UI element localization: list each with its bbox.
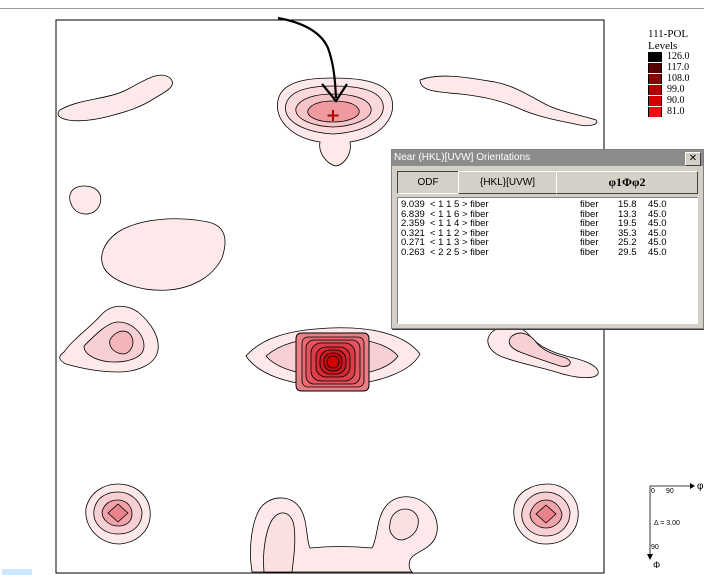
legend-swatch xyxy=(648,63,662,73)
corner-logo xyxy=(2,569,32,575)
cell-b: 45.0 xyxy=(648,227,667,239)
key-phi: Φ xyxy=(653,560,661,570)
cell-b: 45.0 xyxy=(648,199,667,210)
contour-inner-bottom-center xyxy=(263,512,296,573)
dialog-tabs: ODF {HKL}[UVW] φ1Φφ2 xyxy=(397,171,698,194)
legend-swatch xyxy=(648,85,662,95)
contour-peak-mid-right xyxy=(487,325,599,378)
cell-a: 35.3 xyxy=(618,227,637,239)
legend-level-value: 108.0 xyxy=(667,73,690,84)
cell-odf: 9.039 xyxy=(401,199,425,210)
legend-level-value: 126.0 xyxy=(667,51,690,62)
contour-blob-top-right xyxy=(419,75,598,127)
cell-a: 13.3 xyxy=(618,208,637,220)
contour-peak-center xyxy=(245,327,421,392)
near-orientations-dialog: Near (HKL)[UVW] Orientations ✕ ODF {HKL}… xyxy=(391,149,704,329)
contour-inner-bottom-center-right xyxy=(389,508,419,541)
key-delta: Δ = 3.00 xyxy=(654,520,680,527)
legend-swatch xyxy=(648,74,662,84)
cell-type: fiber xyxy=(580,208,599,220)
legend-title-line1: 111-POL xyxy=(648,28,689,40)
annotation-arrowhead xyxy=(321,83,348,103)
contour-peak-bottom-right xyxy=(513,483,579,545)
key-x90: 90 xyxy=(666,488,674,495)
legend-level-value: 117.0 xyxy=(667,62,690,73)
dialog-title: Near (HKL)[UVW] Orientations xyxy=(394,152,531,163)
cell-odf: 0.321 xyxy=(401,227,425,239)
orientations-list[interactable]: 9.039 < 1 1 5 > fiber fiber 15.8 45.0 6.839 < … xyxy=(397,197,698,324)
key-phi2: φ2 xyxy=(697,481,704,492)
cell-b: 45.0 xyxy=(648,208,667,220)
cell-type: fiber xyxy=(580,237,599,248)
contour-blob-bottom-center xyxy=(250,496,438,573)
contour-blob-small-left xyxy=(69,185,102,215)
annotation-arrow xyxy=(277,16,338,99)
list-item[interactable]: 6.839 < 1 1 6 > fiber fiber 13.3 45.0 xyxy=(398,208,697,220)
cell-odf: 0.263 xyxy=(401,246,425,258)
list-item[interactable]: 0.271 < 1 1 3 > fiber fiber 25.2 45.0 xyxy=(398,237,697,248)
cell-hkl: < 1 1 5 > fiber xyxy=(430,199,489,210)
cell-type: fiber xyxy=(580,218,599,229)
cell-b: 45.0 xyxy=(648,218,667,229)
cell-hkl: < 1 1 3 > fiber xyxy=(430,237,489,248)
contour-blob-mid-left xyxy=(101,218,226,291)
close-icon[interactable]: ✕ xyxy=(685,152,701,166)
tab-euler-angles[interactable]: φ1Φφ2 xyxy=(556,171,698,194)
cell-b: 45.0 xyxy=(648,246,667,258)
legend-swatch xyxy=(648,52,662,62)
cell-a: 29.5 xyxy=(618,246,637,258)
legend-title: 111-POL Levels xyxy=(648,28,688,52)
contour-peak-top-center xyxy=(277,77,393,167)
legend-swatch xyxy=(648,107,662,117)
contour-peak-bottom-left xyxy=(85,483,151,545)
legend-level-value: 99.0 xyxy=(667,84,685,95)
list-item[interactable]: 0.321 < 1 1 2 > fiber fiber 35.3 45.0 xyxy=(398,227,697,239)
list-item[interactable]: 0.263 < 2 2 5 > fiber fiber 29.5 45.0 xyxy=(398,246,697,258)
dialog-titlebar[interactable]: Near (HKL)[UVW] Orientations ✕ xyxy=(392,150,703,166)
cell-a: 15.8 xyxy=(618,199,637,210)
cell-type: fiber xyxy=(580,199,599,210)
cell-b: 45.0 xyxy=(648,237,667,248)
cell-odf: 2.359 xyxy=(401,218,425,229)
tab-odf[interactable]: ODF xyxy=(397,171,459,194)
cell-hkl: < 1 1 4 > fiber xyxy=(430,218,489,229)
legend-swatch xyxy=(648,96,662,106)
contour-blob-top-left xyxy=(57,74,173,122)
cell-a: 25.2 xyxy=(618,237,637,248)
key-y90: 90 xyxy=(651,544,659,551)
contour-peak-mid-left xyxy=(59,305,159,373)
cell-odf: 6.839 xyxy=(401,208,425,220)
key-x0: 0 xyxy=(651,488,655,495)
cell-odf: 0.271 xyxy=(401,237,425,248)
axis-key: 0 90 φ2 Δ = 3.00 90 Φ xyxy=(646,480,704,575)
cell-hkl: < 1 1 2 > fiber xyxy=(430,227,489,239)
tab-hkl-uvw[interactable]: {HKL}[UVW] xyxy=(458,171,557,194)
cell-type: fiber xyxy=(580,246,599,258)
list-item[interactable]: 2.359 < 1 1 4 > fiber fiber 19.5 45.0 xyxy=(398,218,697,229)
axis-key-lines xyxy=(647,483,695,560)
cell-hkl: < 1 1 6 > fiber xyxy=(430,208,489,220)
legend-level-value: 90.0 xyxy=(667,95,685,106)
cell-a: 19.5 xyxy=(618,218,637,229)
legend-title-line2: Levels xyxy=(648,40,678,52)
cell-type: fiber xyxy=(580,227,599,239)
legend-level-value: 81.0 xyxy=(667,106,685,117)
list-item[interactable]: 9.039 < 1 1 5 > fiber fiber 15.8 45.0 xyxy=(398,199,697,210)
cell-hkl: < 2 2 5 > fiber xyxy=(430,246,489,258)
top-divider xyxy=(0,8,704,9)
